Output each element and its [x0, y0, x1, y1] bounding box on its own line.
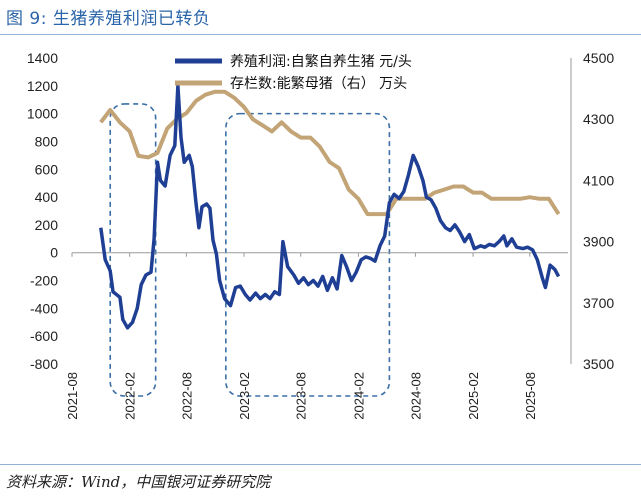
x-tick-label: 2024-08: [408, 372, 423, 420]
left-tick-label: 400: [35, 189, 59, 205]
highlight-box: [109, 103, 157, 397]
highlight-boxes: [109, 103, 391, 397]
left-tick-label: 1200: [27, 78, 58, 94]
legend-label-profit: 养殖利润:自繁自养生猪 元/头: [230, 53, 412, 70]
x-tick-label: 2022-02: [123, 372, 138, 420]
x-tick-label: 2023-02: [237, 372, 252, 420]
right-tick-label: 4500: [583, 50, 614, 66]
left-tick-label: -600: [30, 328, 58, 344]
left-tick-label: -400: [30, 300, 58, 316]
right-axis: 4500 4300 4100 3900 3700 3500: [583, 50, 614, 372]
x-tick-label: 2021-08: [65, 372, 80, 420]
right-tick-label: 3900: [583, 234, 614, 250]
x-tick-label: 2023-08: [294, 372, 309, 420]
left-tick-label: 200: [35, 217, 59, 233]
highlight-box: [225, 112, 391, 397]
left-tick-label: 600: [35, 161, 59, 177]
left-tick-label: 0: [50, 245, 58, 261]
left-tick-label: -800: [30, 356, 58, 372]
figure-title: 图 9: 生猪养殖利润已转负: [6, 9, 211, 29]
x-tick-label: 2025-02: [466, 372, 481, 420]
legend: 养殖利润:自繁自养生猪 元/头 存栏数:能繁母猪（右） 万头: [175, 53, 412, 92]
left-tick-label: -200: [30, 273, 58, 289]
legend-label-inventory: 存栏数:能繁母猪（右） 万头: [230, 76, 407, 92]
right-tick-label: 4100: [583, 172, 614, 188]
right-tick-label: 4300: [583, 111, 614, 127]
right-tick-label: 3500: [583, 356, 614, 372]
left-axis: 1400 1200 1000 800 600 400 200 0 -200 -400 -600 -80…: [27, 50, 58, 372]
left-tick-label: 1000: [27, 106, 58, 122]
source-note: 资料来源：Wind，中国银河证券研究院: [6, 473, 271, 491]
profit-series-line: [99, 84, 561, 330]
left-tick-label: 800: [35, 133, 59, 149]
title-divider: [0, 34, 641, 35]
right-tick-label: 3700: [583, 295, 614, 311]
x-tick-label: 2025-08: [523, 372, 538, 420]
source-divider: [0, 464, 641, 465]
x-tick-label: 2024-02: [351, 372, 366, 420]
left-tick-label: 1400: [27, 50, 58, 66]
x-axis: 2021-08 2022-02 2022-08 2023-02 2023-08 2024-…: [65, 252, 538, 420]
x-tick-label: 2022-08: [179, 372, 194, 420]
